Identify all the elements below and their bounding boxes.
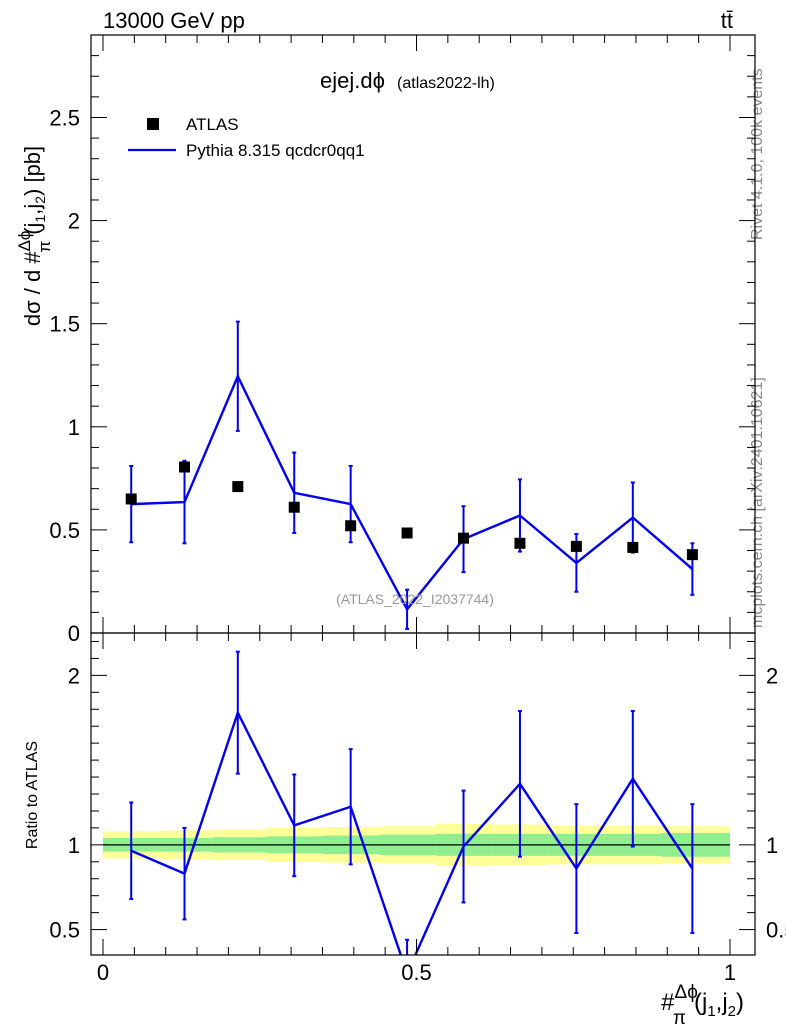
y-tick-label: 0.5 [49, 518, 80, 543]
atlas-data-point [514, 537, 526, 549]
ratio-plot-panel: 0.5 0.5 1 1 2 2 0 0.5 1 Ratio to ATLAS #Δϕπ(j1,j… [24, 632, 786, 1029]
atlas-data-point [345, 520, 357, 532]
legend-atlas-marker [147, 118, 159, 130]
legend-pythia-label: Pythia 8.315 qcdcr0qq1 [186, 141, 365, 160]
legend-atlas-label: ATLAS [186, 115, 239, 134]
atlas-data-point [686, 549, 698, 561]
ratio-y-axis-label: Ratio to ATLAS [24, 741, 41, 849]
atlas-data-point [232, 481, 244, 493]
header-energy-label: 13000 GeV pp [103, 8, 245, 33]
plot-title-main: ejej.dϕ [320, 68, 385, 93]
atlas-data-point [125, 493, 137, 505]
svg-text:dσ / d #Δϕπ(j1,j2) [pb]: dσ / d #Δϕπ(j1,j2) [pb] [15, 146, 54, 326]
ratio-y-tick-label-right: 2 [766, 663, 778, 688]
mcplots-reference-label: mcplots.cern.ch [arXiv:2401.10621] [749, 377, 766, 628]
ratio-y-tick-label-right: 1 [766, 833, 778, 858]
main-plot-marks [125, 320, 698, 630]
atlas-data-point [458, 532, 470, 544]
atlas-data-point [627, 541, 639, 553]
ratio-plot-marks [103, 650, 730, 955]
ratio-y-tick-label: 1 [68, 833, 80, 858]
atlas-data-point [570, 540, 582, 552]
x-tick-label: 0.5 [401, 960, 432, 985]
y-tick-label: 1 [68, 415, 80, 440]
y-tick-label: 1.5 [49, 312, 80, 337]
ratio-series-group [129, 650, 695, 955]
x-axis-label: #Δϕ π(j1,j2) [661, 982, 744, 1029]
ratio-plot-frame [90, 632, 756, 956]
x-tick-label: 1 [724, 960, 736, 985]
y-tick-label: 2 [68, 209, 80, 234]
atlas-data-point [401, 527, 413, 539]
main-axis-ticks: 0 0.5 1 1.5 2 2.5 [49, 35, 755, 646]
legend: ATLAS Pythia 8.315 qcdcr0qq1 [128, 115, 365, 160]
atlas-data-point [288, 501, 300, 513]
atlas-data-point [179, 461, 191, 473]
y-tick-label: 0 [68, 621, 80, 646]
main-plot-panel: 0 0.5 1 1.5 2 2.5 ejej.dϕ (atlas2022-lh) ATLA… [15, 34, 756, 646]
ratio-series-line [130, 709, 694, 955]
y-tick-label: 2.5 [49, 105, 80, 130]
ratio-y-tick-label-right: 0.5 [766, 918, 786, 943]
pythia-series-line [131, 373, 694, 612]
plot-title: ejej.dϕ (atlas2022-lh) [320, 68, 495, 93]
analysis-watermark: (ATLAS_2022_I2037744) [336, 591, 494, 607]
ratio-axis-ticks: 0.5 0.5 1 1 2 2 0 0.5 1 [49, 633, 786, 985]
ratio-y-tick-label: 0.5 [49, 918, 80, 943]
x-tick-label: 0 [97, 960, 109, 985]
rivet-version-label: Rivet 4.1.0, 100k events [749, 68, 766, 240]
main-y-axis-label: dσ / d #Δϕπ(j1,j2) [pb] [15, 146, 54, 326]
svg-text:#Δϕπ(j1,j2): #Δϕ π(j1,j2) [661, 982, 744, 1024]
header-process-label: tt̄ [721, 8, 733, 33]
plot-title-sub: (atlas2022-lh) [397, 75, 495, 92]
ratio-y-tick-label: 2 [68, 663, 80, 688]
